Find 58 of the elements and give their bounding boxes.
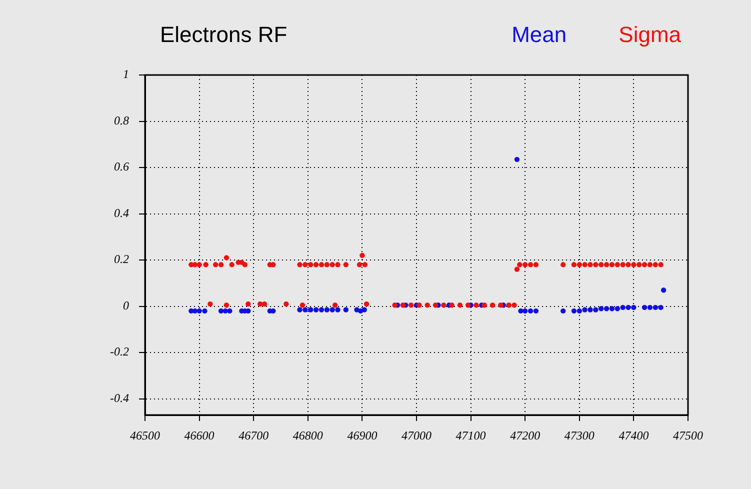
- point: [626, 304, 631, 310]
- point: [528, 308, 534, 314]
- point: [196, 308, 202, 314]
- y-tick-label: 0.6: [114, 160, 129, 174]
- point: [604, 306, 610, 312]
- point: [660, 288, 666, 293]
- x-tick-label: 47500: [673, 428, 703, 442]
- point: [514, 156, 520, 162]
- point: [631, 304, 636, 310]
- x-tick-label: 46800: [292, 428, 323, 442]
- y-tick-label: -0.2: [110, 344, 129, 359]
- y-tick-label: 0.2: [114, 252, 129, 266]
- point: [202, 308, 208, 314]
- point: [620, 304, 626, 310]
- point: [318, 307, 324, 312]
- point: [297, 307, 302, 312]
- point: [652, 304, 658, 310]
- point: [598, 306, 604, 312]
- point: [313, 307, 319, 312]
- point: [642, 304, 648, 310]
- point: [588, 307, 593, 312]
- point: [576, 308, 582, 314]
- point: [335, 307, 340, 312]
- x-tick-label: 47100: [456, 428, 486, 442]
- point: [593, 307, 598, 312]
- x-tick-label: 46500: [130, 428, 160, 442]
- text: Sigma: [618, 22, 681, 47]
- y-tick-label: 0: [123, 298, 129, 312]
- point: [308, 307, 314, 312]
- point: [571, 308, 577, 314]
- x-tick-label: 46900: [347, 428, 378, 442]
- x-tick-label: 47000: [402, 428, 432, 442]
- point: [522, 308, 528, 314]
- point: [533, 308, 539, 314]
- text: Mean: [512, 22, 567, 47]
- point: [658, 304, 664, 310]
- point: [330, 307, 335, 312]
- x-tick-label: 46600: [184, 428, 214, 442]
- y-tick-label: 1: [123, 67, 129, 82]
- point: [324, 307, 330, 312]
- point: [302, 307, 308, 312]
- point: [227, 308, 232, 314]
- x-tick-label: 46700: [238, 428, 269, 442]
- point: [362, 307, 367, 312]
- point: [343, 307, 349, 312]
- point: [609, 306, 615, 312]
- point: [582, 307, 588, 312]
- point: [560, 308, 566, 314]
- y-tick-label: 0.4: [114, 206, 129, 220]
- point: [614, 306, 620, 312]
- point: [218, 308, 224, 314]
- x-tick-label: 47400: [618, 428, 649, 442]
- x-tick-label: 47200: [510, 428, 540, 442]
- y-tick-label: 0.8: [114, 113, 129, 128]
- point: [647, 304, 653, 310]
- chart-title: Electrons RF: [160, 22, 288, 48]
- x-tick-label: 47300: [564, 428, 594, 442]
- y-tick-label: -0.4: [110, 390, 129, 405]
